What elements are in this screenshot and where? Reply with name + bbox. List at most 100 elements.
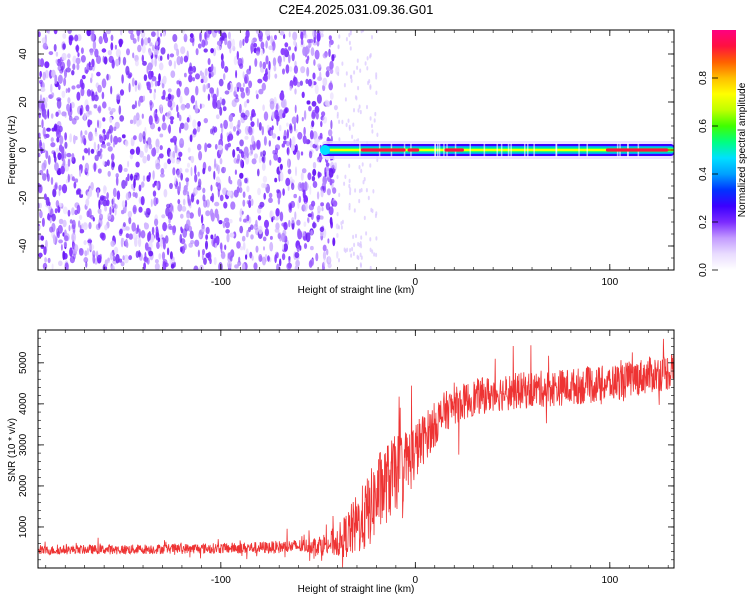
noise-speck: [337, 44, 340, 50]
noise-speck: [291, 136, 296, 146]
noise-speck: [226, 233, 230, 243]
noise-speck: [102, 101, 107, 109]
noise-speck: [272, 57, 277, 67]
noise-speck: [167, 100, 173, 108]
noise-speck: [217, 182, 222, 192]
noise-speck: [62, 33, 67, 39]
noise-speck: [92, 254, 96, 264]
noise-speck: [375, 72, 378, 77]
noise-speck: [190, 95, 195, 104]
noise-speck: [312, 30, 316, 38]
noise-speck: [66, 59, 71, 68]
noise-speck: [212, 93, 218, 104]
noise-speck: [141, 54, 144, 63]
noise-speck: [104, 259, 108, 267]
noise-speck: [293, 193, 298, 199]
noise-speck: [290, 200, 296, 209]
noise-speck: [91, 58, 95, 68]
noise-speck: [195, 48, 199, 56]
noise-speck: [143, 262, 147, 270]
noise-speck: [122, 255, 125, 261]
noise-speck: [43, 246, 47, 256]
noise-speck: [224, 221, 230, 229]
noise-speck: [118, 105, 122, 115]
noise-speck: [230, 201, 236, 210]
noise-speck: [272, 111, 275, 119]
noise-speck: [338, 192, 341, 198]
noise-speck: [375, 236, 378, 241]
noise-speck: [110, 134, 113, 144]
noise-speck: [55, 51, 59, 57]
noise-speck: [353, 70, 356, 75]
noise-speck: [330, 161, 335, 169]
noise-speck: [269, 100, 275, 110]
noise-speck: [246, 68, 252, 75]
noise-speck: [359, 68, 362, 73]
noise-speck: [178, 185, 182, 192]
noise-speck: [169, 53, 175, 58]
noise-speck: [371, 35, 373, 40]
noise-speck: [141, 113, 144, 119]
noise-speck: [170, 119, 174, 125]
noise-speck: [127, 173, 130, 182]
noise-speck: [285, 108, 288, 114]
noise-speck: [61, 90, 66, 99]
noise-speck: [327, 238, 330, 244]
noise-speck: [129, 153, 134, 160]
noise-speck: [311, 100, 317, 107]
noise-speck: [338, 258, 340, 263]
noise-speck: [195, 73, 200, 80]
noise-speck: [126, 48, 130, 56]
noise-speck: [109, 116, 113, 123]
noise-speck: [259, 60, 263, 69]
noise-speck: [308, 260, 313, 268]
noise-speck: [87, 239, 93, 244]
noise-speck: [76, 204, 81, 214]
noise-speck: [363, 215, 366, 221]
signal-gap: [438, 143, 441, 157]
noise-speck: [176, 48, 180, 57]
noise-speck: [102, 160, 106, 166]
noise-speck: [45, 239, 48, 249]
noise-speck: [274, 109, 279, 120]
noise-speck: [140, 37, 144, 47]
noise-speck: [216, 87, 219, 98]
noise-speck: [218, 30, 221, 35]
noise-speck: [40, 235, 45, 241]
noise-speck: [176, 169, 182, 178]
noise-speck: [260, 49, 264, 56]
noise-speck: [110, 85, 113, 95]
noise-speck: [251, 113, 254, 118]
noise-speck: [311, 120, 315, 128]
noise-speck: [134, 192, 138, 199]
noise-speck: [356, 65, 359, 71]
noise-speck: [277, 136, 281, 141]
noise-speck: [258, 155, 262, 164]
noise-speck: [144, 251, 147, 262]
noise-speck: [152, 183, 156, 188]
noise-speck: [98, 36, 103, 45]
noise-speck: [161, 82, 165, 89]
noise-speck: [313, 59, 316, 66]
noise-speck: [42, 42, 48, 50]
noise-speck: [63, 77, 67, 87]
noise-speck: [261, 126, 264, 136]
noise-speck: [256, 118, 259, 128]
noise-speck: [223, 119, 229, 130]
noise-speck: [85, 69, 88, 74]
noise-speck: [53, 125, 58, 131]
noise-speck: [106, 30, 111, 35]
noise-speck: [90, 181, 94, 191]
noise-speck: [314, 105, 320, 114]
noise-speck: [57, 152, 62, 161]
noise-speck: [71, 152, 75, 162]
noise-speck: [151, 31, 156, 37]
noise-speck: [241, 235, 246, 242]
noise-speck: [321, 206, 324, 212]
noise-speck: [302, 230, 306, 237]
noise-speck: [48, 51, 54, 56]
noise-speck: [209, 257, 212, 265]
noise-speck: [190, 155, 195, 164]
noise-speck: [128, 233, 134, 240]
noise-speck: [39, 58, 45, 68]
